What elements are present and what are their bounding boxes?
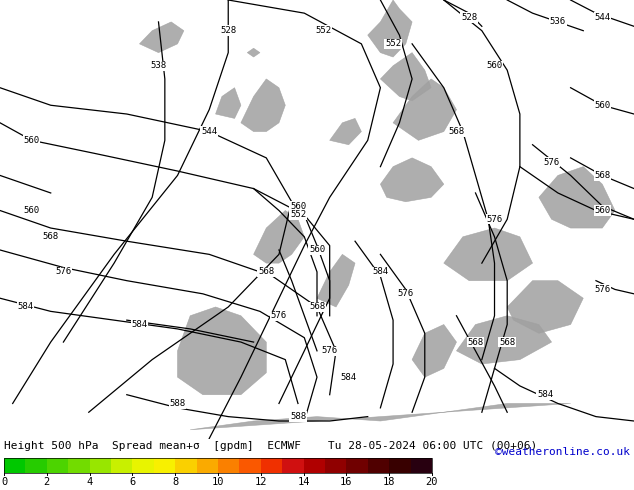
Text: 576: 576 xyxy=(271,311,287,320)
Polygon shape xyxy=(456,316,552,364)
Polygon shape xyxy=(393,79,456,140)
Text: 576: 576 xyxy=(543,158,560,167)
Polygon shape xyxy=(380,52,431,101)
Text: 560: 560 xyxy=(309,245,325,254)
Bar xyxy=(154,458,175,473)
Text: ©weatheronline.co.uk: ©weatheronline.co.uk xyxy=(495,447,630,457)
Text: 568: 568 xyxy=(258,268,275,276)
Polygon shape xyxy=(216,88,241,119)
Bar xyxy=(89,458,111,473)
Bar xyxy=(368,458,389,473)
Polygon shape xyxy=(317,254,355,307)
Text: 560: 560 xyxy=(594,206,611,215)
Bar xyxy=(218,458,240,473)
Polygon shape xyxy=(190,403,571,430)
Text: 552: 552 xyxy=(315,26,332,35)
Bar xyxy=(175,458,197,473)
Text: 20: 20 xyxy=(426,477,438,487)
Polygon shape xyxy=(380,158,444,202)
Text: 588: 588 xyxy=(169,399,186,408)
Bar xyxy=(411,458,432,473)
Polygon shape xyxy=(139,22,184,52)
Text: 552: 552 xyxy=(290,210,306,220)
Text: 16: 16 xyxy=(340,477,353,487)
Polygon shape xyxy=(330,119,361,145)
Text: 6: 6 xyxy=(129,477,136,487)
Bar xyxy=(240,458,261,473)
Polygon shape xyxy=(444,228,533,281)
Text: 544: 544 xyxy=(594,13,611,22)
Text: 0: 0 xyxy=(1,477,7,487)
Bar xyxy=(4,458,25,473)
Text: 560: 560 xyxy=(23,206,40,215)
Bar xyxy=(346,458,368,473)
Polygon shape xyxy=(368,0,412,57)
Text: 584: 584 xyxy=(17,302,34,312)
Text: 568: 568 xyxy=(42,232,59,241)
Text: 560: 560 xyxy=(290,201,306,211)
Polygon shape xyxy=(178,307,266,395)
Text: 528: 528 xyxy=(461,13,477,22)
Text: 576: 576 xyxy=(55,268,72,276)
Text: 588: 588 xyxy=(290,412,306,421)
Polygon shape xyxy=(412,324,456,377)
Text: 560: 560 xyxy=(486,61,503,70)
Text: 576: 576 xyxy=(486,215,503,224)
Bar xyxy=(389,458,411,473)
Text: 576: 576 xyxy=(398,289,414,298)
Text: 568: 568 xyxy=(594,171,611,180)
Text: 560: 560 xyxy=(23,136,40,145)
Text: 576: 576 xyxy=(594,285,611,294)
Bar xyxy=(68,458,89,473)
Text: 576: 576 xyxy=(321,346,338,355)
Text: Height 500 hPa  Spread mean+σ  [gpdm]  ECMWF    Tu 28-05-2024 06:00 UTC (00+06): Height 500 hPa Spread mean+σ [gpdm] ECMW… xyxy=(4,441,537,450)
Text: 568: 568 xyxy=(499,338,515,346)
Text: 538: 538 xyxy=(150,61,167,70)
Text: 568: 568 xyxy=(309,302,325,312)
Bar xyxy=(304,458,325,473)
Bar xyxy=(4,458,432,473)
Text: 584: 584 xyxy=(537,390,553,399)
Text: 536: 536 xyxy=(550,18,566,26)
Bar xyxy=(282,458,304,473)
Bar xyxy=(25,458,47,473)
Text: 18: 18 xyxy=(383,477,396,487)
Bar xyxy=(325,458,346,473)
Bar xyxy=(133,458,154,473)
Text: 14: 14 xyxy=(297,477,310,487)
Text: 2: 2 xyxy=(44,477,50,487)
Polygon shape xyxy=(254,211,304,263)
Text: 4: 4 xyxy=(86,477,93,487)
Text: 568: 568 xyxy=(448,127,465,136)
Text: 584: 584 xyxy=(372,268,389,276)
Polygon shape xyxy=(247,48,260,57)
Bar xyxy=(261,458,282,473)
Polygon shape xyxy=(539,167,615,228)
Polygon shape xyxy=(507,281,583,333)
Text: 584: 584 xyxy=(340,373,357,382)
Bar xyxy=(197,458,218,473)
Text: 568: 568 xyxy=(467,338,484,346)
Text: 552: 552 xyxy=(385,39,401,49)
Text: 8: 8 xyxy=(172,477,178,487)
Text: 10: 10 xyxy=(212,477,224,487)
Text: 560: 560 xyxy=(594,101,611,110)
Bar xyxy=(111,458,133,473)
Text: 584: 584 xyxy=(131,320,148,329)
Text: 12: 12 xyxy=(254,477,267,487)
Text: 528: 528 xyxy=(220,26,236,35)
Text: 544: 544 xyxy=(201,127,217,136)
Bar xyxy=(47,458,68,473)
Polygon shape xyxy=(241,79,285,132)
